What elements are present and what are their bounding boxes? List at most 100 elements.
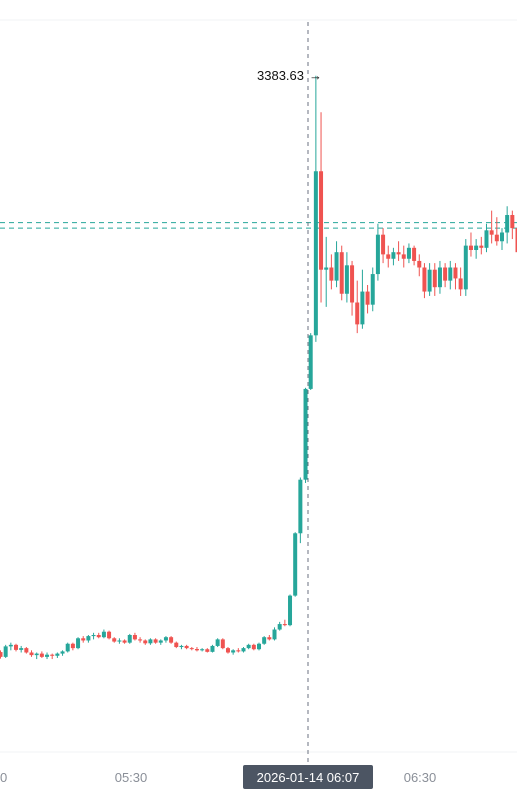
candle-down — [412, 247, 417, 261]
candle-down — [282, 624, 287, 626]
x-tick-label: 06:30 — [404, 770, 437, 785]
candle-down — [24, 648, 29, 653]
candle-up — [277, 624, 282, 630]
candle-down — [29, 652, 34, 656]
candle-up — [127, 635, 132, 643]
candle-up — [463, 245, 468, 290]
candle-down — [365, 291, 370, 305]
candle-up — [179, 645, 184, 648]
candle-up — [293, 533, 298, 596]
candle-down — [515, 228, 517, 253]
candle-down — [70, 643, 75, 649]
candle-down — [381, 234, 386, 255]
high-annotation-arrow: → — [309, 68, 322, 83]
candle-down — [50, 654, 55, 656]
candle-down — [14, 644, 19, 650]
candle-up — [19, 648, 24, 650]
candle-up — [391, 252, 396, 259]
candle-up — [117, 640, 122, 642]
candle-down — [153, 639, 158, 643]
candle-up — [272, 629, 277, 640]
x-axis: 0 05:30 06:30 — [0, 770, 436, 785]
candle-up — [76, 638, 81, 649]
candle-up — [288, 595, 293, 626]
x-tick-label: 05:30 — [115, 770, 148, 785]
candle-up — [484, 230, 489, 248]
candle-down — [443, 267, 448, 281]
candle-down — [81, 638, 86, 641]
candle-up — [303, 388, 308, 480]
candle-up — [262, 637, 267, 644]
candle-up — [3, 646, 8, 657]
candle-up — [437, 267, 442, 288]
candle-up — [65, 643, 70, 652]
candle-up — [158, 640, 163, 643]
candle-up — [370, 274, 375, 305]
candle-up — [499, 232, 504, 242]
candle-up — [246, 644, 251, 649]
candle-down — [107, 631, 112, 639]
high-annotation-label: 3383.63 — [257, 68, 304, 83]
candle-up — [324, 267, 329, 270]
crosshair-time-badge: 2026-01-14 06:07 — [243, 765, 373, 789]
candle-down — [494, 234, 499, 242]
candle-down — [194, 649, 199, 651]
candle-down — [96, 635, 101, 638]
crosshair-time-label: 2026-01-14 06:07 — [257, 770, 360, 785]
candle-down — [39, 653, 44, 657]
candle-up — [313, 171, 318, 336]
candle-down — [138, 639, 143, 641]
candle-down — [355, 302, 360, 325]
candle-up — [448, 267, 453, 281]
candle-down — [205, 649, 210, 652]
candle-down — [225, 648, 230, 653]
candle-up — [91, 635, 96, 637]
candle-up — [334, 252, 339, 281]
candle-down — [453, 267, 458, 279]
candle-down — [386, 254, 391, 259]
candle-down — [236, 650, 241, 652]
candle-up — [231, 650, 236, 653]
candle-down — [489, 230, 494, 235]
candle-down — [319, 171, 324, 270]
candle-down — [132, 635, 137, 640]
candle-up — [344, 265, 349, 294]
candle-up — [308, 335, 313, 389]
candle-up — [298, 479, 303, 534]
candle-up — [34, 653, 39, 656]
candle-down — [0, 652, 3, 657]
candle-down — [220, 639, 225, 649]
candle-down — [251, 644, 256, 650]
candle-down — [122, 640, 127, 643]
price-lines — [0, 222, 517, 229]
candle-up — [86, 636, 91, 641]
candle-up — [210, 645, 215, 652]
candle-down — [458, 278, 463, 290]
candle-up — [215, 639, 220, 646]
candle-up — [257, 643, 261, 650]
candle-up — [200, 649, 205, 651]
candle-down — [350, 265, 355, 303]
candle-down — [422, 267, 427, 292]
candle-down — [143, 640, 148, 644]
crosshair-time-badge-bg — [243, 765, 373, 789]
candle-down — [479, 245, 484, 248]
candle-up — [406, 247, 411, 259]
candle-down — [169, 637, 174, 643]
candle-up — [241, 648, 246, 652]
candle-down — [189, 648, 194, 650]
candles-layer — [0, 75, 517, 660]
candle-up — [375, 234, 380, 275]
candle-up — [163, 637, 168, 641]
candle-down — [184, 645, 189, 649]
candle-down — [432, 269, 437, 288]
candle-down — [267, 637, 272, 640]
candle-up — [45, 654, 50, 657]
candle-down — [329, 267, 334, 281]
candle-up — [55, 653, 60, 656]
candle-down — [174, 642, 179, 648]
candle-up — [148, 639, 153, 644]
candle-down — [396, 252, 401, 255]
